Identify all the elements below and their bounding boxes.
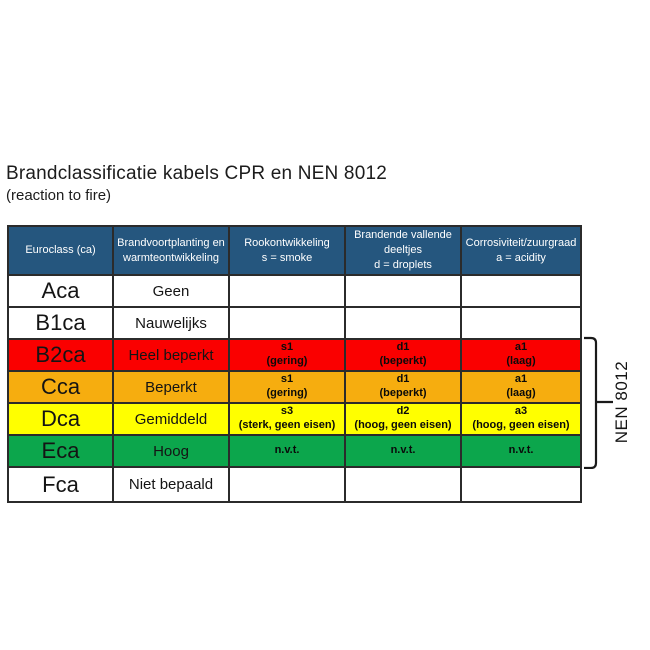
table-row-dca: Dca Gemiddeld s3 (sterk, geen eisen) d2 … <box>7 402 582 436</box>
page-title: Brandclassificatie kabels CPR en NEN 801… <box>6 163 387 184</box>
smoke-cell: n.v.t. <box>228 434 346 468</box>
euroclass-cell: B1ca <box>7 306 114 340</box>
table-header-row: Euroclass (ca) Brandvoortplanting en war… <box>7 225 582 276</box>
droplets-cell: d1 (beperkt) <box>344 370 462 404</box>
euroclass-cell: Fca <box>7 466 114 503</box>
droplets-cell <box>344 466 462 503</box>
table-row-eca: Eca Hoog n.v.t. n.v.t. n.v.t. <box>7 434 582 468</box>
smoke-cell: s1 (gering) <box>228 370 346 404</box>
euroclass-cell: Aca <box>7 274 114 308</box>
spread-cell: Heel beperkt <box>112 338 230 372</box>
table-row-b1ca: B1ca Nauwelijks <box>7 306 582 340</box>
spread-cell: Beperkt <box>112 370 230 404</box>
acidity-cell <box>460 306 582 340</box>
header-corrosiviteit: Corrosiviteit/zuurgraad a = acidity <box>460 225 582 276</box>
smoke-cell <box>228 306 346 340</box>
nen8012-brace-icon <box>584 336 613 469</box>
header-euroclass: Euroclass (ca) <box>7 225 114 276</box>
euroclass-cell: Dca <box>7 402 114 436</box>
nen8012-label: NEN 8012 <box>612 360 631 444</box>
euroclass-cell: Eca <box>7 434 114 468</box>
header-brandvoortplanting: Brandvoortplanting en warmteontwikkeling <box>112 225 230 276</box>
table-row-b2ca: B2ca Heel beperkt s1 (gering) d1 (beperk… <box>7 338 582 372</box>
acidity-cell <box>460 274 582 308</box>
spread-cell: Geen <box>112 274 230 308</box>
classification-table: Euroclass (ca) Brandvoortplanting en war… <box>7 225 582 503</box>
acidity-cell <box>460 466 582 503</box>
acidity-cell: a1 (laag) <box>460 370 582 404</box>
smoke-cell <box>228 466 346 503</box>
page-subtitle: (reaction to fire) <box>6 187 112 204</box>
smoke-cell <box>228 274 346 308</box>
droplets-cell: d2 (hoog, geen eisen) <box>344 402 462 436</box>
spread-cell: Hoog <box>112 434 230 468</box>
droplets-cell: n.v.t. <box>344 434 462 468</box>
header-brandende-deeltjes: Brandende vallende deeltjes d = droplets <box>344 225 462 276</box>
spread-cell: Niet bepaald <box>112 466 230 503</box>
euroclass-cell: Cca <box>7 370 114 404</box>
euroclass-cell: B2ca <box>7 338 114 372</box>
droplets-cell <box>344 306 462 340</box>
spread-cell: Nauwelijks <box>112 306 230 340</box>
spread-cell: Gemiddeld <box>112 402 230 436</box>
table-row-fca: Fca Niet bepaald <box>7 466 582 503</box>
smoke-cell: s1 (gering) <box>228 338 346 372</box>
table-row-cca: Cca Beperkt s1 (gering) d1 (beperkt) a1 … <box>7 370 582 404</box>
acidity-cell: a3 (hoog, geen eisen) <box>460 402 582 436</box>
acidity-cell: n.v.t. <box>460 434 582 468</box>
droplets-cell: d1 (beperkt) <box>344 338 462 372</box>
smoke-cell: s3 (sterk, geen eisen) <box>228 402 346 436</box>
page-title-block: Brandclassificatie kabels CPR en NEN 801… <box>6 162 387 206</box>
acidity-cell: a1 (laag) <box>460 338 582 372</box>
droplets-cell <box>344 274 462 308</box>
header-rookontwikkeling: Rookontwikkeling s = smoke <box>228 225 346 276</box>
table-row-aca: Aca Geen <box>7 274 582 308</box>
